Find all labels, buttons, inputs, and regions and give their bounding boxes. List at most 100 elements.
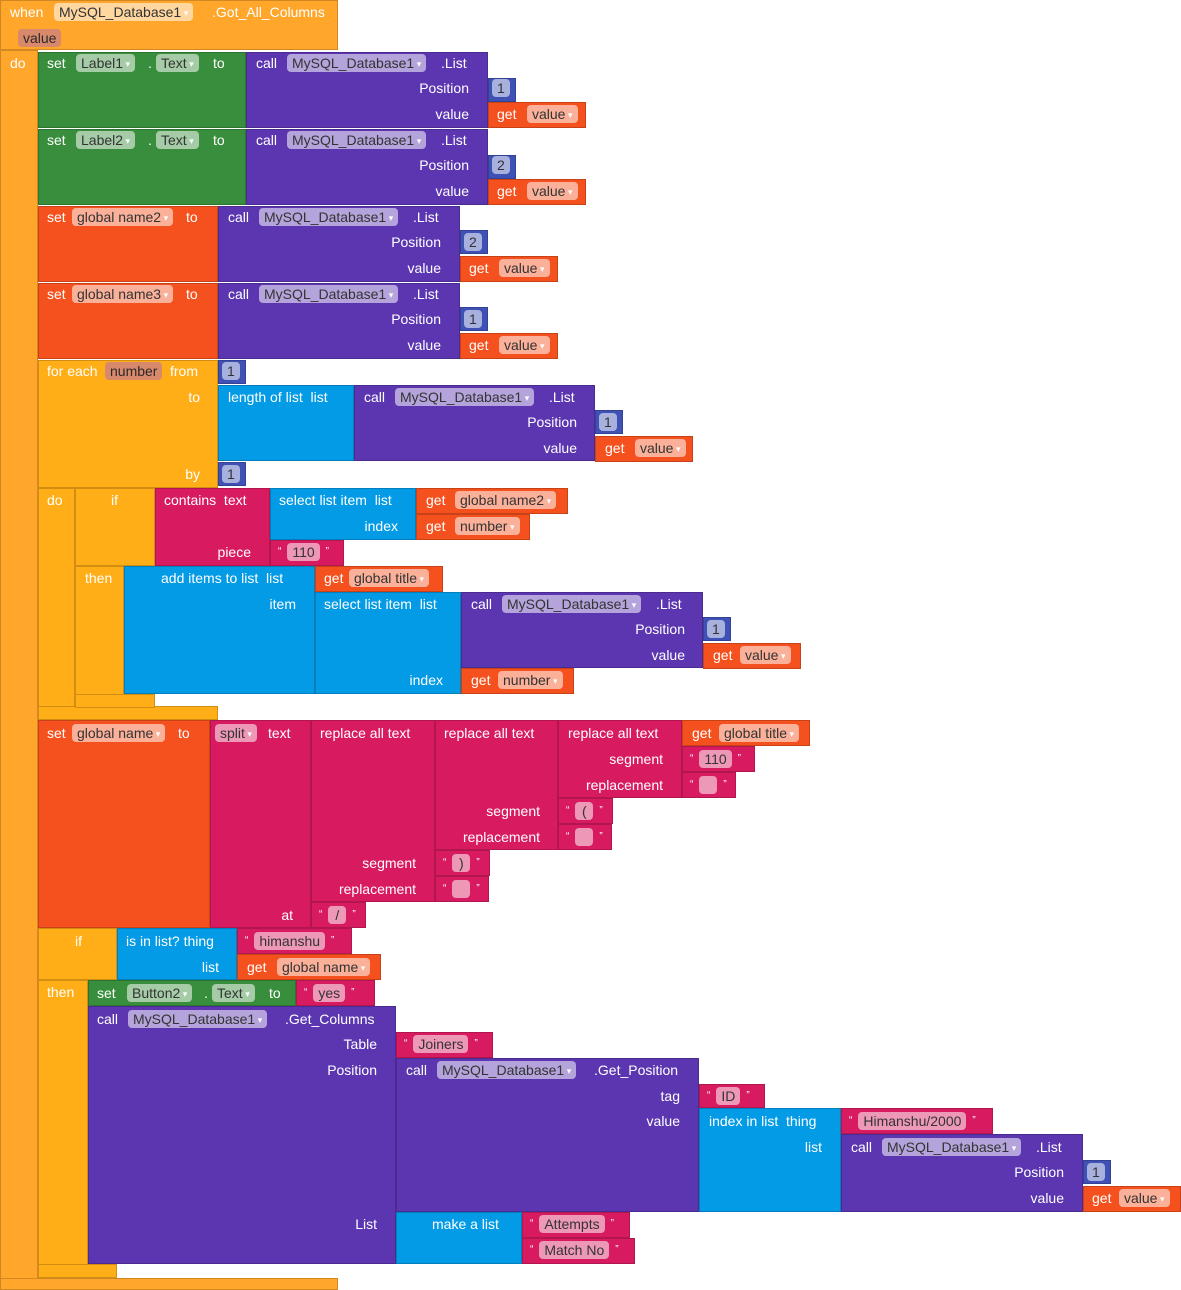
- length-of-list-block[interactable]: [218, 385, 354, 461]
- dropdown-field[interactable]: MySQL_Database1: [437, 1061, 577, 1079]
- dropdown-field[interactable]: MySQL_Database1: [259, 285, 399, 303]
- contains-text-block[interactable]: [155, 488, 270, 566]
- string-value-input[interactable]: ID: [716, 1087, 741, 1105]
- string-value-input[interactable]: Match No: [539, 1241, 610, 1259]
- parameter-field[interactable]: value: [18, 29, 62, 47]
- dropdown-field[interactable]: Text: [156, 131, 199, 149]
- dropdown-field[interactable]: MySQL_Database1: [128, 1010, 268, 1028]
- dropdown-field[interactable]: value: [499, 259, 550, 277]
- if-block[interactable]: [38, 928, 117, 980]
- string-value-input[interactable]: Himanshu/2000: [858, 1112, 967, 1130]
- number-field[interactable]: 1: [222, 465, 240, 483]
- replace-all-block[interactable]: [558, 720, 682, 798]
- string-value-input[interactable]: [575, 828, 594, 846]
- string-value-input[interactable]: /: [328, 906, 347, 924]
- string-value-input[interactable]: 110: [699, 750, 732, 768]
- dropdown-field[interactable]: global name3: [72, 285, 174, 303]
- string-field[interactable]: “ ID ”: [707, 1087, 750, 1105]
- number-field[interactable]: 2: [464, 233, 482, 251]
- if-block-body[interactable]: [38, 980, 88, 1278]
- select-list-item-block[interactable]: [315, 592, 461, 694]
- dropdown-field[interactable]: value: [1119, 1189, 1170, 1207]
- string-field[interactable]: “ Match No ”: [530, 1241, 619, 1259]
- number-field[interactable]: 1: [707, 620, 725, 638]
- string-field[interactable]: “ 110 ”: [690, 750, 741, 768]
- dropdown-field[interactable]: value: [635, 439, 686, 457]
- dropdown-field[interactable]: global name: [277, 958, 371, 976]
- string-field[interactable]: “”: [690, 776, 727, 794]
- set-global-name-block[interactable]: [38, 720, 210, 928]
- string-field[interactable]: “) ”: [443, 854, 480, 872]
- string-field[interactable]: “ 110 ”: [278, 543, 329, 561]
- string-value-input[interactable]: 110: [287, 543, 320, 561]
- parameter-field[interactable]: number: [105, 362, 163, 380]
- string-field[interactable]: “ Attempts ”: [530, 1215, 614, 1233]
- split-block[interactable]: [210, 720, 311, 928]
- dropdown-field[interactable]: MySQL_Database1: [395, 388, 535, 406]
- event-block-bottom[interactable]: [0, 1278, 338, 1290]
- dropdown-field[interactable]: global name: [72, 724, 166, 742]
- index-in-list-block[interactable]: [699, 1108, 841, 1212]
- number-field[interactable]: 1: [492, 79, 510, 97]
- string-value-input[interactable]: ): [452, 854, 471, 872]
- make-a-list-block[interactable]: [396, 1212, 522, 1264]
- string-field[interactable]: “”: [566, 828, 603, 846]
- dropdown-field[interactable]: MySQL_Database1: [54, 3, 194, 21]
- call-get-columns-block[interactable]: [88, 1006, 396, 1264]
- dropdown-field[interactable]: number: [498, 671, 563, 689]
- string-value-input[interactable]: himanshu: [254, 932, 326, 950]
- select-list-item-block[interactable]: [270, 488, 416, 540]
- if-block-bottom[interactable]: [75, 694, 155, 708]
- string-field[interactable]: “ himanshu ”: [245, 932, 334, 950]
- set-label2-block[interactable]: [38, 129, 246, 205]
- string-value-input[interactable]: Joiners: [413, 1035, 469, 1053]
- string-value-input[interactable]: [452, 880, 471, 898]
- dropdown-field[interactable]: value: [740, 646, 791, 664]
- number-field[interactable]: 1: [222, 362, 240, 380]
- dropdown-field[interactable]: Label2: [76, 131, 136, 149]
- dropdown-field[interactable]: Label1: [76, 54, 136, 72]
- string-field[interactable]: “ / ”: [319, 906, 356, 924]
- number-field[interactable]: 2: [492, 156, 510, 174]
- dropdown-field[interactable]: Text: [156, 54, 199, 72]
- dropdown-field[interactable]: MySQL_Database1: [259, 208, 399, 226]
- event-block-body[interactable]: [0, 50, 38, 1290]
- dropdown-field[interactable]: global title: [719, 724, 800, 742]
- number-field[interactable]: 1: [599, 413, 617, 431]
- dropdown-field[interactable]: value: [527, 105, 578, 123]
- if-block-body[interactable]: [75, 566, 124, 708]
- dropdown-field[interactable]: MySQL_Database1: [502, 595, 642, 613]
- string-field[interactable]: “”: [443, 880, 480, 898]
- string-value-input[interactable]: [699, 776, 718, 794]
- if-block[interactable]: [75, 488, 155, 566]
- call-get-position-block[interactable]: [396, 1058, 699, 1212]
- dropdown-field[interactable]: MySQL_Database1: [287, 54, 427, 72]
- dropdown-field[interactable]: split: [215, 724, 257, 742]
- replace-all-block[interactable]: [311, 720, 435, 902]
- dropdown-field[interactable]: global name2: [72, 208, 174, 226]
- for-each-bottom[interactable]: [38, 706, 218, 720]
- dropdown-field[interactable]: Button2: [127, 984, 193, 1002]
- dropdown-field[interactable]: global title: [349, 569, 430, 587]
- replace-all-block[interactable]: [435, 720, 558, 850]
- string-field[interactable]: “ yes ”: [304, 984, 354, 1002]
- number-field[interactable]: 1: [1087, 1163, 1105, 1181]
- string-value-input[interactable]: Attempts: [539, 1215, 605, 1233]
- dropdown-field[interactable]: number: [455, 517, 520, 535]
- dropdown-field[interactable]: MySQL_Database1: [287, 131, 427, 149]
- string-value-input[interactable]: (: [575, 802, 594, 820]
- string-field[interactable]: “ (”: [566, 802, 603, 820]
- set-label1-block[interactable]: [38, 52, 246, 128]
- dropdown-field[interactable]: global name2: [455, 491, 557, 509]
- number-field[interactable]: 1: [464, 310, 482, 328]
- string-value-input[interactable]: yes: [313, 984, 346, 1002]
- dropdown-field[interactable]: MySQL_Database1: [882, 1138, 1022, 1156]
- string-field[interactable]: “ Himanshu/2000 ”: [849, 1112, 976, 1130]
- dropdown-field[interactable]: value: [527, 182, 578, 200]
- is-in-list-block[interactable]: [117, 928, 237, 980]
- dropdown-field[interactable]: Text: [212, 984, 255, 1002]
- if-block-bottom[interactable]: [38, 1264, 117, 1278]
- string-field[interactable]: “ Joiners ”: [404, 1035, 478, 1053]
- for-each-block[interactable]: [38, 360, 218, 488]
